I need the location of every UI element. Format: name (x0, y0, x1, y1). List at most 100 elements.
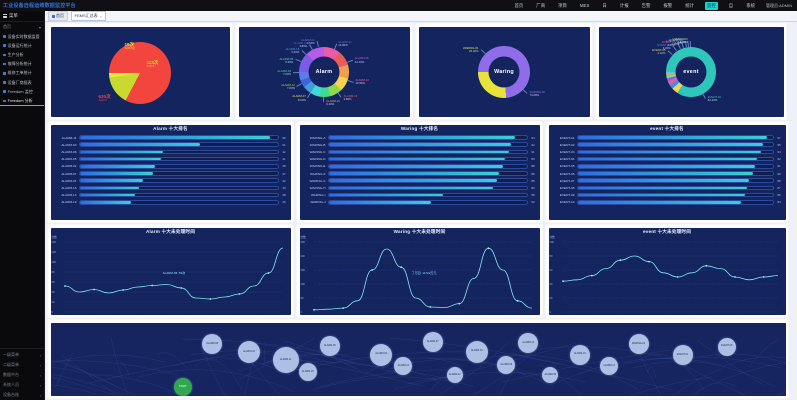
bar-row[interactable]: EVENT-03 94 (552, 148, 783, 155)
network-node[interactable]: ALARM-19 (570, 345, 590, 365)
network-node[interactable]: ALARM-16 (466, 341, 488, 363)
tab-fems-summary[interactable]: FEMS汇总表 × (71, 11, 106, 21)
pie-label-Waring: 19次 Waring (125, 43, 135, 51)
sidebar-item-4[interactable]: 维修工单统计 (0, 69, 44, 78)
donut-chart-waring[interactable]: Waring WARING-02 73.68% WARING-01 26.32% (419, 27, 590, 117)
sidebar-bottom-item-1[interactable]: 二级菜单 › (0, 360, 44, 370)
top-nav-item-7[interactable]: 报警 (661, 2, 674, 10)
sidebar-item-1[interactable]: 设备运行统计 (0, 41, 44, 50)
bar-row[interactable]: WARING-C 91 (303, 148, 537, 155)
bar-label: WARING-B (303, 143, 326, 147)
network-node[interactable]: ALARM-05 (320, 336, 340, 356)
network-graph[interactable]: ALARM-11 ALARM-03 ALARM-08 ALARM-05 ALARM-02… (51, 323, 786, 396)
bar-row[interactable]: ALARM-16 30 (54, 184, 288, 191)
bar-row[interactable]: WARING-H 83 (303, 184, 537, 191)
pie-chart-total[interactable]: 630次 Alarm 113次 event 19次 Waring (51, 27, 230, 117)
bar-chart-alarm[interactable]: ALARM-11 96 ALARM-03 61 ALARM-08 42 ALARM-05 41… (51, 132, 291, 208)
bar-row[interactable]: WARING-D 89 (303, 156, 537, 163)
donut-chart-alarm[interactable]: Alarm ALARM-11 12.90% ALARM-08 12.10% ALARM-1… (239, 27, 410, 117)
sidebar-item-0[interactable]: 设备实时数据监管 (0, 32, 44, 41)
bar-row[interactable]: ALARM-13 28 (54, 192, 288, 199)
top-nav-item-5[interactable]: 计报 (618, 2, 631, 10)
tab-home[interactable]: 首页 (48, 11, 68, 21)
y-axis-tick: 150 (301, 269, 305, 272)
line-chart-alarm[interactable]: 020406080100120140ALARM-11ALARM-03ALARM-… (51, 235, 291, 315)
network-node[interactable]: ALARM-09 (497, 356, 515, 374)
bar-row[interactable]: ALARM-03 61 (54, 141, 288, 148)
bar-row[interactable]: ALARM-01 32 (54, 177, 288, 184)
network-node[interactable]: ALARM-22 (447, 367, 463, 383)
bar-chart-event[interactable]: EVENT-01 97 EVENT-02 95 EVENT-03 94 EVENT-04 92… (549, 132, 786, 208)
bar-row[interactable]: WARING-E 88 (303, 163, 537, 170)
sidebar-header[interactable]: 菜单 (0, 11, 44, 22)
top-nav-item-0[interactable]: 首页 (513, 2, 526, 10)
top-nav-item-10[interactable]: 自 (727, 2, 735, 10)
bar-track (79, 200, 279, 205)
top-nav-item-11[interactable]: 系统 (744, 2, 757, 10)
bar-row[interactable]: WARING-A 94 (303, 134, 537, 141)
network-node[interactable]: ALARM-11 (273, 347, 299, 373)
sidebar-bottom-item-0[interactable]: 一级菜单 › (0, 350, 44, 360)
bar-row[interactable]: ALARM-05 41 (54, 156, 288, 163)
top-nav-item-4[interactable]: 日 (600, 2, 608, 10)
bar-chart-waring[interactable]: WARING-A 94 WARING-B 92 WARING-C 91 WARING-D 89… (300, 132, 540, 208)
bar-row[interactable]: EVENT-08 87 (552, 184, 783, 191)
sidebar-item-7[interactable]: Freedom 分析 (0, 96, 44, 105)
bullet-icon (3, 54, 6, 57)
top-nav-item-1[interactable]: 厂商 (534, 2, 547, 10)
bar-row[interactable]: EVENT-07 88 (552, 177, 783, 184)
sidebar-group-home[interactable]: 首页 ▾ (0, 22, 44, 32)
bar-row[interactable]: EVENT-04 92 (552, 156, 783, 163)
network-node[interactable]: ALARM-07 (423, 332, 443, 352)
sidebar-bottom-item-3[interactable]: 系统人员 › (0, 380, 44, 390)
bar-row[interactable]: EVENT-05 91 (552, 163, 783, 170)
bar-row[interactable]: ALARM-08 42 (54, 148, 288, 155)
user-label[interactable]: 管理员:ADMIN (766, 3, 792, 9)
top-nav-item-9[interactable]: 监控 (705, 2, 718, 10)
network-node[interactable]: EVENT-01 (673, 345, 693, 365)
sidebar-item-3[interactable]: 故障分析统计 (0, 60, 44, 69)
bar-row[interactable]: ALARM-19 26 (54, 199, 288, 206)
top-nav-item-6[interactable]: 告警 (640, 2, 653, 10)
bar-row[interactable]: ALARM-02 38 (54, 163, 288, 170)
sidebar-bottom-item-4[interactable]: 设备台账 › (0, 390, 44, 400)
card-line-event: event 十大未处理时间 020406080100EVENT-01EVENT-… (546, 225, 788, 317)
bar-row[interactable]: WARING-I 58 (303, 192, 537, 199)
network-node[interactable]: EVENT-05 (718, 338, 736, 356)
network-node[interactable]: WARING-01 (629, 334, 649, 354)
network-node[interactable]: START (174, 378, 192, 396)
line-chart-event[interactable]: 020406080100EVENT-01EVENT-02EVENT-03EVEN… (549, 235, 786, 315)
bar-row[interactable]: WARING-B 92 (303, 141, 537, 148)
bar-row[interactable]: ALARM-07 37 (54, 170, 288, 177)
line-chart-waring[interactable]: 050100150200250WARING-01WARING-02WARING-… (300, 235, 540, 315)
top-nav-item-3[interactable]: MES (578, 2, 592, 9)
top-nav-item-2[interactable]: 项目 (556, 2, 569, 10)
bar-row[interactable]: EVENT-10 84 (552, 199, 783, 206)
bar-row[interactable]: WARING-J 52 (303, 199, 537, 206)
bar-row[interactable]: EVENT-02 95 (552, 141, 783, 148)
top-nav-item-8[interactable]: 统计 (683, 2, 696, 10)
bar-row[interactable]: WARING-G 85 (303, 177, 537, 184)
sidebar-item-5[interactable]: 设备厂商报表 (0, 78, 44, 87)
bar-fill (578, 172, 754, 175)
top-navigation[interactable]: 首页 厂商 项目 MES 日 计报 告警 报警 统计 监控 自 系统 管理员:ADMIN (180, 2, 797, 10)
sidebar-bottom-item-2[interactable]: 数据中台 › (0, 370, 44, 380)
bar-row[interactable]: ALARM-11 96 (54, 134, 288, 141)
close-icon[interactable]: × (100, 14, 102, 19)
donut-leader-line (297, 83, 302, 86)
network-node[interactable]: ALARM-18 (299, 363, 317, 381)
sidebar-item-2[interactable]: 生产分析 (0, 50, 44, 59)
bar-label: ALARM-01 (54, 179, 77, 183)
bar-row[interactable]: EVENT-06 90 (552, 170, 783, 177)
bar-row[interactable]: EVENT-09 86 (552, 192, 783, 199)
sidebar-item-label: 生产分析 (8, 52, 24, 58)
sidebar-item-6[interactable]: Freedom 监控 (0, 87, 44, 96)
donut-label-ALARM-08: ALARM-08 12.10% (355, 57, 369, 63)
bar-row[interactable]: EVENT-01 97 (552, 134, 783, 141)
bar-row[interactable]: WARING-F 86 (303, 170, 537, 177)
donut-chart-event[interactable]: event EVENT-01 84.20% EVENT-05 4.10% EVENT-03… (599, 27, 784, 117)
donut-leader-line (348, 80, 354, 82)
network-node[interactable]: ALARM-02 (370, 344, 392, 366)
bar-waring-title: Waring 十大排名 (300, 125, 540, 133)
hamburger-icon[interactable] (3, 14, 7, 18)
